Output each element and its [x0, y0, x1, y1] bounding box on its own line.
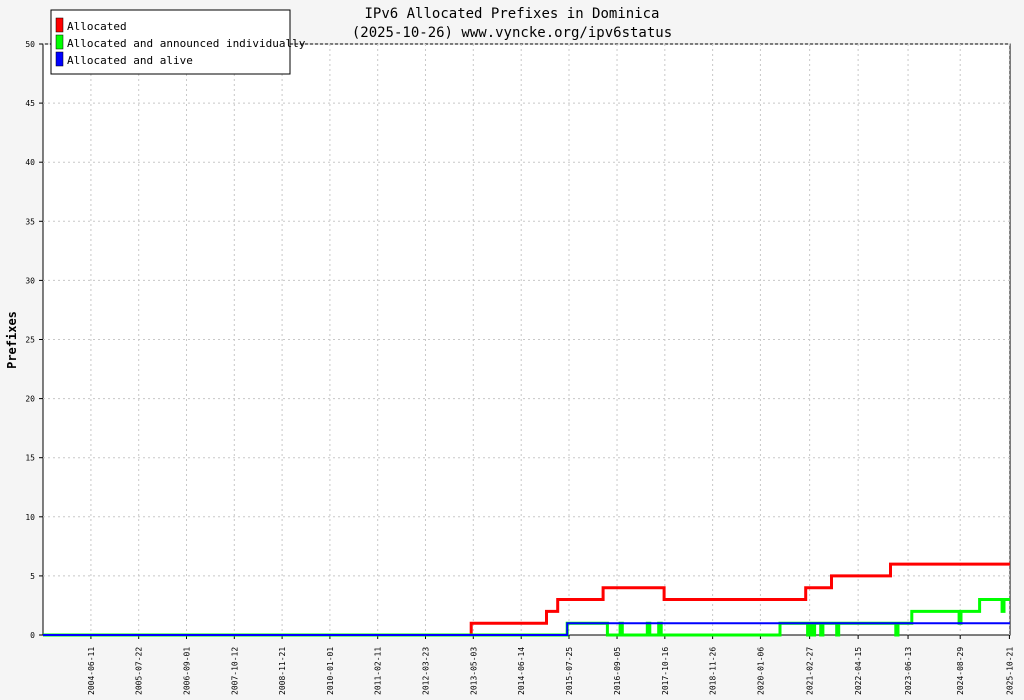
grid	[43, 43, 1010, 635]
x-tick-label: 2015-07-25	[565, 647, 574, 695]
x-tick-label: 2017-10-16	[661, 647, 670, 695]
x-tick-label: 2023-06-13	[904, 647, 913, 695]
series-line-0	[43, 562, 1010, 637]
y-tick-label: 10	[25, 513, 35, 522]
x-tick-label: 2006-09-01	[183, 647, 192, 695]
series-line-2	[43, 622, 1010, 636]
y-axis-label: Prefixes	[5, 311, 19, 369]
y-tick-label: 5	[30, 572, 35, 581]
x-tick-label: 2024-08-29	[956, 647, 965, 695]
legend-label-allocated: Allocated	[67, 20, 127, 33]
x-tick-label: 2014-06-14	[517, 647, 526, 695]
x-tick-label: 2013-05-03	[469, 647, 478, 695]
series-lines	[43, 562, 1010, 637]
chart-subtitle: (2025-10-26) www.vyncke.org/ipv6status	[352, 25, 672, 41]
y-tick-label: 45	[25, 99, 35, 108]
x-tick-label: 2004-06-11	[87, 647, 96, 695]
legend-label-alive: Allocated and alive	[67, 54, 193, 67]
x-tick-label: 2008-11-21	[278, 647, 287, 695]
x-tick-label: 2005-07-22	[135, 647, 144, 695]
x-tick-label: 2016-09-05	[613, 647, 622, 695]
x-tick-label: 2020-01-06	[756, 647, 765, 695]
y-tick-label: 40	[25, 158, 35, 167]
chart-title: IPv6 Allocated Prefixes in Dominica	[364, 6, 659, 22]
x-tick-label: 2022-04-15	[854, 647, 863, 695]
legend-swatch-announced	[55, 34, 64, 50]
x-tick-label: 2021-02-27	[806, 647, 815, 695]
legend-label-announced: Allocated and announced individually	[67, 37, 306, 50]
axes: 0 5 10 15 20 25 30 35 40 45 50 2004-06-11 2005-07-22…	[25, 40, 1014, 695]
x-tick-label: 2025-10-21	[1005, 647, 1014, 695]
y-tick-label: 0	[30, 631, 35, 640]
y-tick-label: 20	[25, 395, 35, 404]
x-tick-label: 2011-02-11	[374, 647, 383, 695]
y-tick-label: 50	[25, 40, 35, 49]
y-tick-label: 25	[25, 336, 35, 345]
x-tick-label: 2007-10-12	[230, 647, 239, 695]
x-tick-label: 2012-03-23	[421, 647, 430, 695]
legend: Allocated Allocated and announced indivi…	[50, 9, 306, 75]
y-tick-label: 30	[25, 276, 35, 285]
y-tick-label: 15	[25, 454, 35, 463]
x-tick-label: 2010-01-01	[326, 647, 335, 695]
x-tick-label: 2018-11-26	[709, 647, 718, 695]
legend-swatch-allocated	[55, 17, 64, 33]
legend-box	[50, 9, 291, 75]
y-tick-label: 35	[25, 217, 35, 226]
legend-swatch-alive	[55, 51, 64, 67]
